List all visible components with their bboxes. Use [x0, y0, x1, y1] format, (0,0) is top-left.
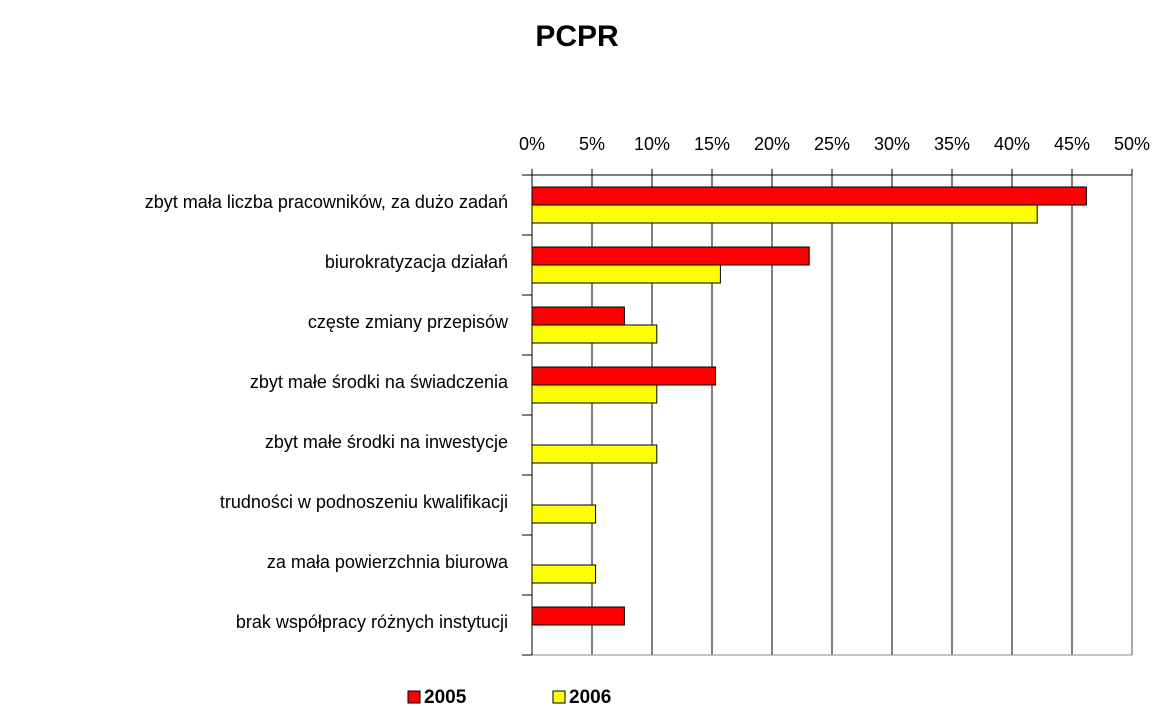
legend-swatch — [407, 690, 421, 704]
x-tick-label: 25% — [814, 134, 850, 154]
x-tick-label: 5% — [579, 134, 605, 154]
bar — [531, 204, 1038, 224]
x-tick-label: 45% — [1054, 134, 1090, 154]
bar — [531, 504, 597, 524]
x-tick-label: 20% — [754, 134, 790, 154]
bar — [531, 606, 625, 626]
chart-title: PCPR — [535, 20, 619, 53]
y-tick-label: biurokratyzacja działań — [325, 252, 508, 272]
bar — [531, 306, 625, 326]
y-tick-label: trudności w podnoszeniu kwalifikacji — [220, 492, 508, 512]
bar — [531, 186, 1087, 206]
bar — [531, 264, 721, 284]
y-tick-label: zbyt małe środki na świadczenia — [250, 372, 509, 392]
y-tick-label: za mała powierzchnia biurowa — [267, 552, 509, 572]
bar — [531, 246, 810, 266]
y-tick-label: częste zmiany przepisów — [308, 312, 509, 332]
legend-label: 2006 — [569, 687, 611, 706]
bar — [531, 564, 597, 584]
y-tick-label: zbyt mała liczba pracowników, za dużo za… — [145, 192, 508, 212]
x-tick-label: 15% — [694, 134, 730, 154]
x-tick-label: 35% — [934, 134, 970, 154]
bar — [531, 444, 658, 464]
bar — [531, 384, 658, 404]
x-tick-label: 50% — [1114, 134, 1150, 154]
bar — [531, 324, 658, 344]
y-tick-label: brak współpracy różnych instytucji — [236, 612, 508, 632]
x-tick-label: 30% — [874, 134, 910, 154]
bar — [531, 366, 717, 386]
x-tick-label: 0% — [519, 134, 545, 154]
x-tick-label: 10% — [634, 134, 670, 154]
x-tick-label: 40% — [994, 134, 1030, 154]
legend-label: 2005 — [424, 687, 467, 706]
y-tick-label: zbyt małe środki na inwestycje — [265, 432, 508, 452]
legend-swatch — [552, 690, 566, 704]
